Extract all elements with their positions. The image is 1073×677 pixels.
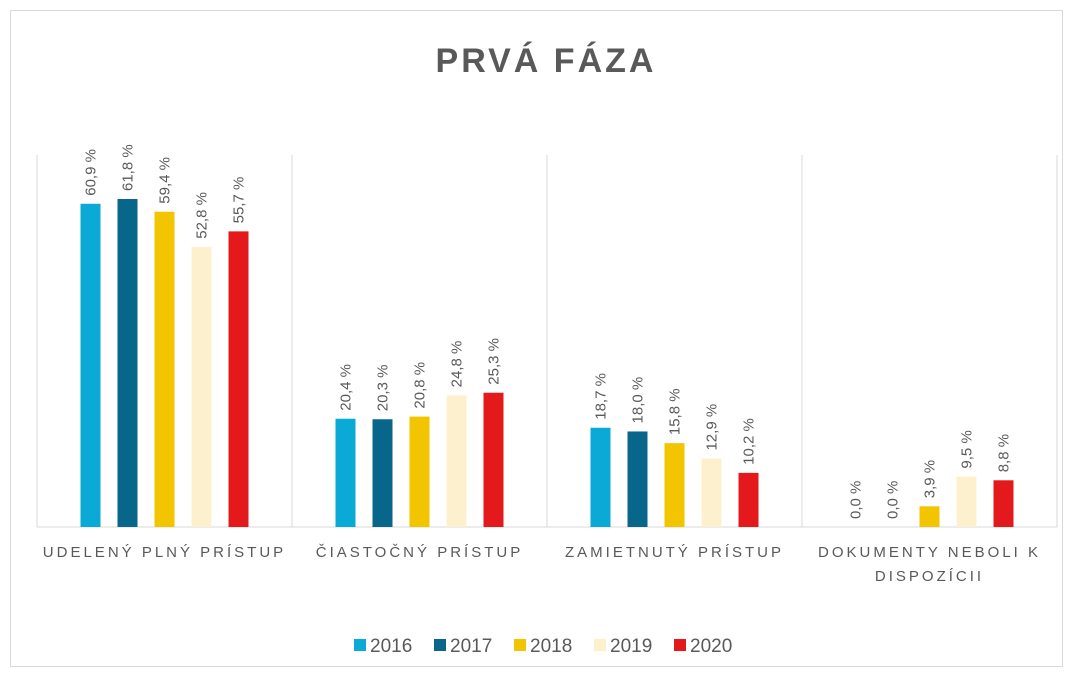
bar [191, 246, 212, 528]
chart-title: PRVÁ FÁZA [436, 42, 657, 80]
value-label: 20,3 % [375, 365, 392, 412]
legend-swatch [674, 639, 686, 651]
x-tick-label: ČIASTOČNÝ PRÍSTUP [315, 544, 524, 561]
bar [372, 419, 393, 527]
bar [627, 431, 648, 527]
legend-label: 2019 [610, 636, 652, 657]
bar [154, 211, 175, 528]
bar [590, 427, 611, 527]
bar [483, 392, 504, 527]
value-label: 61,8 % [120, 144, 137, 191]
bar [80, 203, 101, 527]
legend-label: 2016 [370, 636, 412, 657]
bar [117, 199, 138, 527]
value-label: 52,8 % [194, 192, 211, 239]
legend-label: 2020 [690, 636, 732, 657]
value-label: 3,9 % [922, 460, 939, 498]
bar [956, 476, 977, 527]
value-label: 0,0 % [848, 481, 865, 519]
bar [738, 472, 759, 527]
value-label: 25,3 % [486, 338, 503, 385]
value-label: 10,2 % [741, 418, 758, 465]
value-label: 9,5 % [959, 430, 976, 468]
value-label: 18,7 % [593, 373, 610, 420]
x-tick-label: DOKUMENTY NEBOLI K DISPOZÍCII [818, 544, 1041, 585]
value-label: 20,4 % [338, 364, 355, 411]
legend-swatch [354, 639, 366, 651]
value-label: 55,7 % [231, 177, 248, 224]
value-label: 60,9 % [83, 149, 100, 196]
chart-border [10, 10, 1063, 667]
value-label: 8,8 % [996, 434, 1013, 472]
bar [409, 416, 430, 527]
x-tick-label: UDELENÝ PLNÝ PRÍSTUP [42, 544, 287, 561]
bar [919, 506, 940, 527]
value-label: 20,8 % [412, 362, 429, 409]
legend-swatch [594, 639, 606, 651]
bar [993, 480, 1014, 527]
bar [335, 418, 356, 527]
bar [701, 458, 722, 527]
legend-swatch [514, 639, 526, 651]
value-label: 18,0 % [630, 377, 647, 424]
legend-label: 2018 [530, 636, 572, 657]
value-label: 59,4 % [157, 157, 174, 204]
value-label: 24,8 % [449, 341, 466, 388]
value-label: 12,9 % [704, 404, 721, 451]
legend-swatch [434, 639, 446, 651]
x-tick-label: ZAMIETNUTÝ PRÍSTUP [564, 544, 784, 561]
value-label: 15,8 % [667, 388, 684, 435]
bar [446, 395, 467, 527]
value-label: 0,0 % [885, 481, 902, 519]
legend-label: 2017 [450, 636, 492, 657]
bar [664, 443, 685, 527]
bar [228, 231, 249, 527]
